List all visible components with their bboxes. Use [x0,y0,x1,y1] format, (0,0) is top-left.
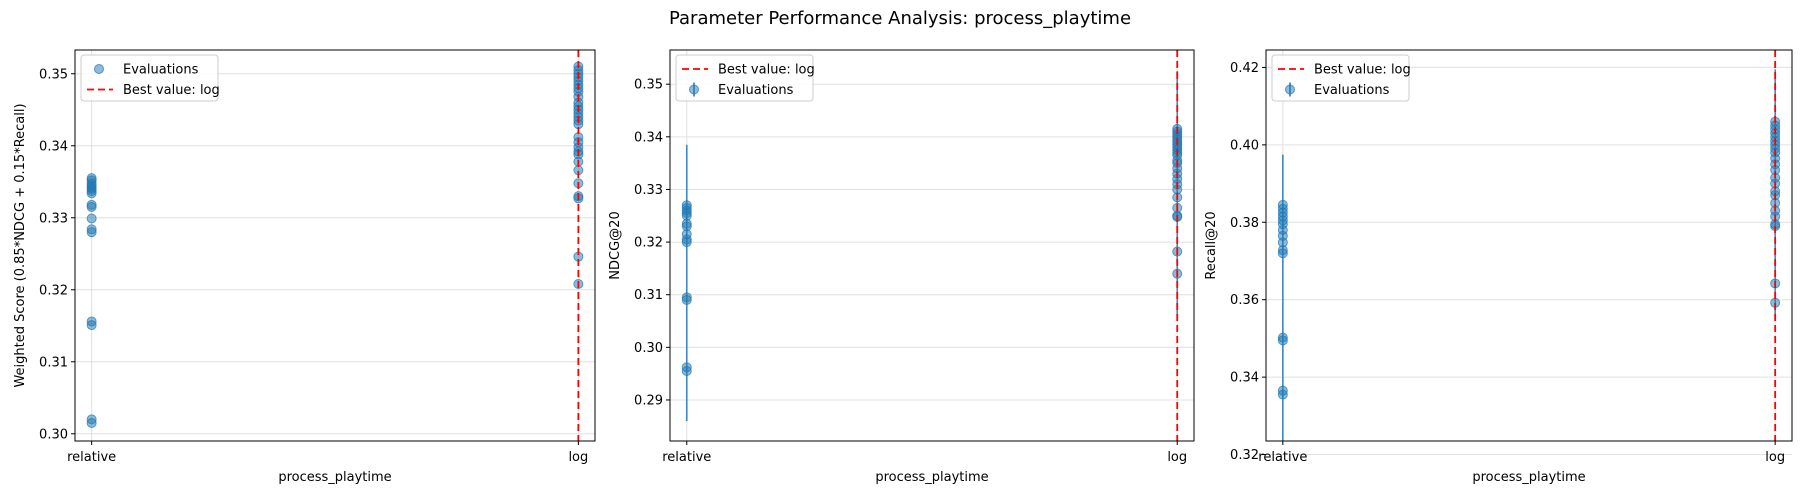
y-axis-label: Recall@20 [1204,211,1219,279]
y-axis-label: NDCG@20 [608,211,623,279]
y-tick-label: 0.34 [634,130,663,145]
y-tick-label: 0.34 [39,139,68,154]
legend: Evaluations Best value: log [80,54,220,102]
x-tick-label: log [1765,450,1785,465]
legend-label: Best value: log [718,63,815,78]
legend-box [1271,54,1410,102]
x-tick-label: relative [67,450,116,465]
chart-panel-1: 0.30 0.31 0.32 0.33 0.34 0.35 relative log proce… [13,49,596,485]
x-axis-label: process_playtime [1472,470,1585,485]
x-tick-label: log [568,450,588,465]
chart-panel-2: 0.29 0.30 0.31 0.32 0.33 0.34 0.35 relative log p… [608,49,1195,485]
data-point [681,237,692,248]
legend-box [80,54,219,102]
legend-label: Evaluations [1314,83,1390,98]
y-tick-label: 0.29 [634,393,663,408]
y-tick-label: 0.32 [39,283,68,298]
axes-frame [1265,49,1793,442]
y-tick-label: 0.31 [634,288,663,303]
y-tick-label: 0.32 [1230,448,1259,463]
x-tick-label: relative [1258,450,1307,465]
legend: Best value: log Evaluations [1271,54,1411,102]
chart-panel-3: 0.32 0.34 0.36 0.38 0.40 0.42 relative log proce… [1204,49,1793,485]
data-point [86,227,97,238]
legend-marker-points [94,64,104,74]
data-point [86,320,97,331]
y-tick-label: 0.36 [1230,293,1259,308]
x-tick-label: relative [662,450,711,465]
y-tick-label: 0.40 [1230,138,1259,153]
y-tick-label: 0.30 [39,427,68,442]
data-point [681,294,692,305]
y-tick-label: 0.35 [634,78,663,93]
data-point [86,201,97,212]
legend: Best value: log Evaluations [675,54,815,102]
y-tick-label: 0.33 [39,211,68,226]
data-point [681,366,692,377]
legend-marker-points [1285,84,1295,95]
y-tick-label: 0.32 [634,236,663,251]
y-tick-label: 0.33 [634,183,663,198]
data-point [86,188,97,199]
legend-label: Best value: log [123,83,220,98]
axes-frame [669,49,1195,442]
data-point [1277,248,1288,259]
y-axis-label: Weighted Score (0.85*NDCG + 0.15*Recall) [13,103,28,387]
data-point [86,213,97,224]
legend-box [675,54,814,102]
y-tick-label: 0.34 [1230,371,1259,386]
legend-marker-points [689,84,699,95]
y-tick-label: 0.42 [1230,61,1259,76]
legend-label: Evaluations [123,63,199,78]
axes-frame [74,49,596,442]
legend-label: Best value: log [1314,63,1411,78]
y-tick-label: 0.35 [39,67,68,82]
y-tick-label: 0.30 [634,341,663,356]
y-tick-label: 0.31 [39,355,68,370]
y-tick-label: 0.38 [1230,216,1259,231]
data-point [86,417,97,428]
panels: 0.30 0.31 0.32 0.33 0.34 0.35 relative log proce… [13,49,1793,485]
data-point [1277,335,1288,346]
x-axis-label: process_playtime [278,470,391,485]
legend-label: Evaluations [718,83,794,98]
figure-suptitle: Parameter Performance Analysis: process_… [669,8,1131,29]
x-tick-label: log [1167,450,1187,465]
x-axis-label: process_playtime [875,470,988,485]
data-point [1277,389,1288,400]
